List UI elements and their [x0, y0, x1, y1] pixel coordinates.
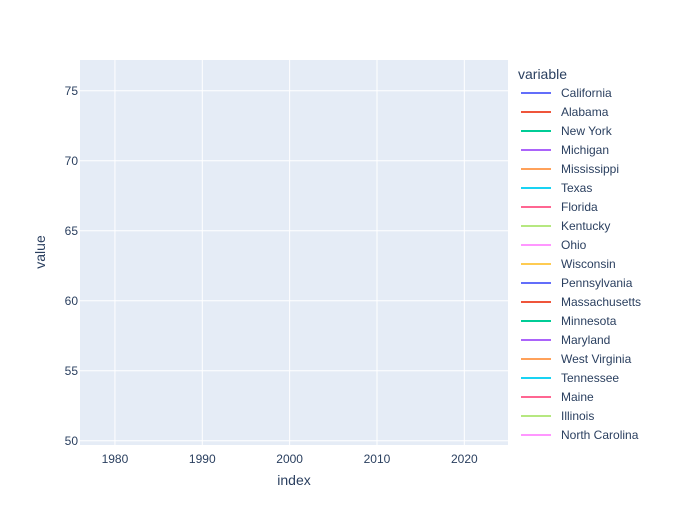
legend-item[interactable]: North Carolina	[521, 428, 639, 442]
legend-item[interactable]: Texas	[521, 181, 592, 195]
legend-item[interactable]: Maine	[521, 390, 594, 404]
legend-item[interactable]: Pennsylvania	[521, 276, 633, 290]
y-gridlines	[80, 90, 508, 442]
x-tick-label: 1980	[102, 452, 129, 466]
legend-label: Illinois	[561, 409, 594, 423]
legend-label: Minnesota	[561, 314, 617, 328]
legend-item[interactable]: Maryland	[521, 333, 610, 347]
x-tick-label: 2020	[451, 452, 478, 466]
x-tick-label: 1990	[189, 452, 216, 466]
legend-label: Tennessee	[561, 371, 619, 385]
legend-label: Alabama	[561, 105, 609, 119]
legend-item[interactable]: Wisconsin	[521, 257, 616, 271]
legend-label: Maryland	[561, 333, 610, 347]
legend-item[interactable]: West Virginia	[521, 352, 632, 366]
legend-label: New York	[561, 124, 613, 138]
y-tick-label: 75	[65, 84, 79, 98]
legend-item[interactable]: Alabama	[521, 105, 609, 119]
legend-item[interactable]: Illinois	[521, 409, 594, 423]
legend-label: Ohio	[561, 238, 587, 252]
legend-item[interactable]: Michigan	[521, 143, 609, 157]
y-tick-labels: 50 55 60 65 70 75	[65, 84, 79, 448]
legend-label: North Carolina	[561, 428, 639, 442]
y-tick-label: 70	[65, 154, 79, 168]
legend-label: Massachusetts	[561, 295, 641, 309]
legend-item[interactable]: Florida	[521, 200, 598, 214]
x-gridlines	[114, 60, 465, 445]
x-axis-title: index	[277, 472, 310, 488]
legend-item[interactable]: Ohio	[521, 238, 587, 252]
legend-item[interactable]: Tennessee	[521, 371, 619, 385]
legend-items: California Alabama New York Michigan Mississ…	[521, 86, 641, 442]
legend-label: Texas	[561, 181, 592, 195]
y-tick-label: 60	[65, 294, 79, 308]
legend-label: Michigan	[561, 143, 609, 157]
y-axis-title: value	[32, 235, 48, 269]
legend-item[interactable]: Kentucky	[521, 219, 610, 233]
legend: variable California Alabama New York Michig…	[518, 66, 641, 442]
legend-item[interactable]: New York	[521, 124, 613, 138]
legend-item[interactable]: Mississippi	[521, 162, 619, 176]
legend-label: Florida	[561, 200, 598, 214]
legend-label: Mississippi	[561, 162, 619, 176]
legend-label: California	[561, 86, 612, 100]
legend-label: Pennsylvania	[561, 276, 633, 290]
legend-item[interactable]: California	[521, 86, 612, 100]
legend-title: variable	[518, 66, 567, 82]
y-tick-label: 65	[65, 224, 79, 238]
x-tick-label: 2000	[276, 452, 303, 466]
legend-item[interactable]: Massachusetts	[521, 295, 641, 309]
plot-area[interactable]	[80, 60, 508, 445]
legend-label: Wisconsin	[561, 257, 616, 271]
x-tick-labels: 1980 1990 2000 2010 2020	[102, 452, 478, 466]
legend-label: Maine	[561, 390, 594, 404]
legend-item[interactable]: Minnesota	[521, 314, 617, 328]
y-tick-label: 55	[65, 364, 79, 378]
legend-label: Kentucky	[561, 219, 610, 233]
y-tick-label: 50	[65, 434, 79, 448]
legend-label: West Virginia	[561, 352, 632, 366]
x-tick-label: 2010	[364, 452, 391, 466]
